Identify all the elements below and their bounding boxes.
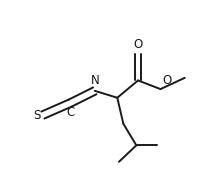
Text: S: S — [33, 108, 40, 122]
Text: C: C — [66, 106, 75, 119]
Text: O: O — [133, 38, 143, 51]
Text: O: O — [162, 74, 171, 86]
Text: N: N — [90, 74, 99, 87]
